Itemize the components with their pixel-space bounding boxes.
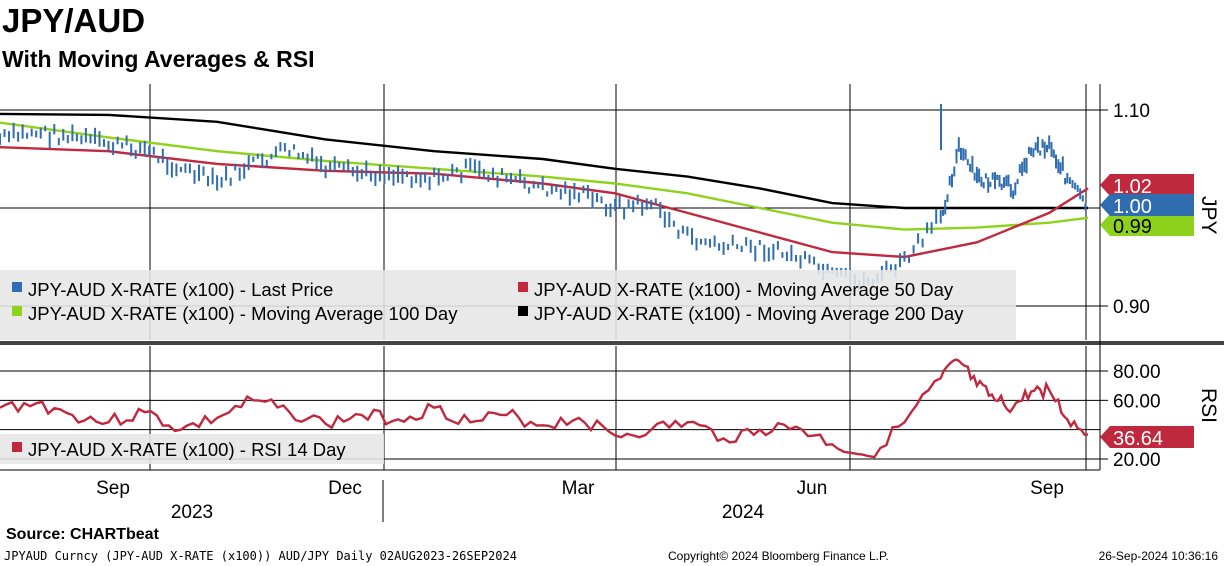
footer-copyright: Copyright© 2024 Bloomberg Finance L.P.: [668, 549, 889, 563]
ma100-last-tag-shape: [1100, 214, 1194, 236]
ma200-line: [0, 112, 1088, 210]
price-last-tag-shape: [1100, 194, 1194, 216]
price-legend-swatch: [12, 282, 22, 292]
source-note: Source: CHARTbeat: [6, 526, 159, 543]
ma50-legend-label: JPY-AUD X-RATE (x100) - Moving Average 5…: [534, 279, 954, 300]
x-tick-label: Jun: [797, 478, 828, 499]
rsi-line: [0, 358, 1089, 459]
x-tick-label: Mar: [562, 478, 595, 499]
rsi-ytick-label: 60.00: [1113, 391, 1161, 412]
chart-title: JPY/AUD: [2, 2, 146, 39]
price-last-tag: 1.00: [1100, 194, 1194, 218]
price-ytick-label: 0.90: [1113, 297, 1150, 318]
ma50-last-tag-shape: [1100, 174, 1194, 196]
price-legend-box: [0, 270, 1016, 340]
chart-subtitle: With Moving Averages & RSI: [2, 46, 315, 72]
rsi-axis-label: RSI: [1197, 388, 1220, 423]
ma50-legend-swatch: [518, 282, 528, 292]
rsi-last-tag-text: 36.64: [1113, 428, 1163, 450]
footer-timestamp: 26-Sep-2024 10:36:16: [1098, 549, 1218, 563]
ma100-legend-swatch: [12, 306, 22, 316]
ma100-line: [0, 121, 1089, 231]
x-year-label: 2023: [171, 502, 213, 523]
ma200-legend-swatch: [518, 306, 528, 316]
price-axis-label: JPY: [1197, 196, 1220, 235]
ma100-last-tag-text: 0.99: [1113, 216, 1152, 238]
rsi-legend-swatch: [12, 442, 22, 452]
rsi-last-tag: 36.64: [1100, 426, 1194, 450]
ma50-last-tag-text: 1.02: [1113, 176, 1152, 198]
panel-divider: [0, 341, 1224, 345]
rsi-last-tag-shape: [1100, 426, 1194, 448]
ma200-legend-label: JPY-AUD X-RATE (x100) - Moving Average 2…: [534, 303, 964, 324]
x-tick-label: Sep: [96, 478, 130, 499]
x-tick-label: Dec: [328, 478, 362, 499]
ma100-legend-label: JPY-AUD X-RATE (x100) - Moving Average 1…: [28, 303, 458, 324]
price-last-tag-text: 1.00: [1113, 196, 1152, 218]
price-ytick-label: 1.10: [1113, 101, 1150, 122]
ma100-last-tag: 0.99: [1100, 214, 1194, 238]
rsi-legend-box: [0, 434, 384, 464]
ma50-line: [0, 146, 1089, 259]
ma50-last-tag: 1.02: [1100, 174, 1194, 198]
footer-ticker-info: JPYAUD Curncy (JPY-AUD X-RATE (x100)) AU…: [4, 549, 517, 563]
rsi-ytick-label: 80.00: [1113, 362, 1161, 383]
rsi-legend-label: JPY-AUD X-RATE (x100) - RSI 14 Day: [28, 439, 346, 460]
x-year-label: 2024: [722, 502, 765, 523]
x-tick-label: Sep: [1030, 478, 1064, 499]
rsi-ytick-label: 20.00: [1113, 450, 1161, 471]
price-legend-label: JPY-AUD X-RATE (x100) - Last Price: [28, 279, 333, 300]
